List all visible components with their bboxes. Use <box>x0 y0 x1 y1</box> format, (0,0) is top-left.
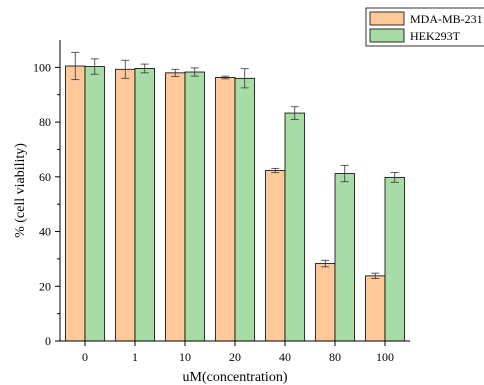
legend-swatch <box>369 28 405 43</box>
bars-layer <box>65 51 405 342</box>
x-ticks: 0 1 10 20 40 80 100 <box>82 341 394 364</box>
x-tick-label: 10 <box>179 350 191 364</box>
y-axis-title: % (cell viability) <box>13 143 28 238</box>
y-tick-label: 60 <box>39 170 51 184</box>
x-tick-label: 20 <box>229 350 241 364</box>
legend-label: HEK293T <box>410 29 461 43</box>
x-tick-label: 40 <box>279 350 291 364</box>
x-tick-label: 1 <box>132 350 138 364</box>
bar-mda-mb-231-80 <box>315 263 336 342</box>
legend-label: MDA-MB-231 <box>410 12 483 26</box>
bar-mda-mb-231-1 <box>115 68 136 342</box>
x-axis-title: uM(concentration) <box>183 370 288 385</box>
y-tick-label: 100 <box>33 60 51 74</box>
bar-mda-mb-231-10 <box>165 72 186 342</box>
legend-swatch <box>369 11 405 26</box>
x-tick-label: 100 <box>376 350 394 364</box>
bar-hek293t-10 <box>184 71 205 342</box>
bar-hek293t-40 <box>284 112 305 342</box>
y-tick-label: 0 <box>45 334 51 348</box>
y-tick-label: 40 <box>39 225 51 239</box>
bar-hek293t-1 <box>134 68 155 342</box>
y-tick-label: 20 <box>39 279 51 293</box>
bar-mda-mb-231-20 <box>215 77 236 342</box>
bar-hek293t-20 <box>234 77 255 342</box>
x-tick-label: 0 <box>82 350 88 364</box>
bar-hek293t-0 <box>84 66 105 342</box>
legend: MDA-MB-231 HEK293T <box>365 7 484 47</box>
bar-mda-mb-231-100 <box>365 275 386 342</box>
x-tick-label: 80 <box>329 350 341 364</box>
y-tick-label: 80 <box>39 115 51 129</box>
y-ticks: 0 20 40 60 80 100 <box>33 60 60 348</box>
bar-mda-mb-231-0 <box>65 65 86 342</box>
bar-mda-mb-231-40 <box>265 170 286 342</box>
bar-hek293t-80 <box>334 173 355 342</box>
bar-hek293t-100 <box>384 176 405 342</box>
